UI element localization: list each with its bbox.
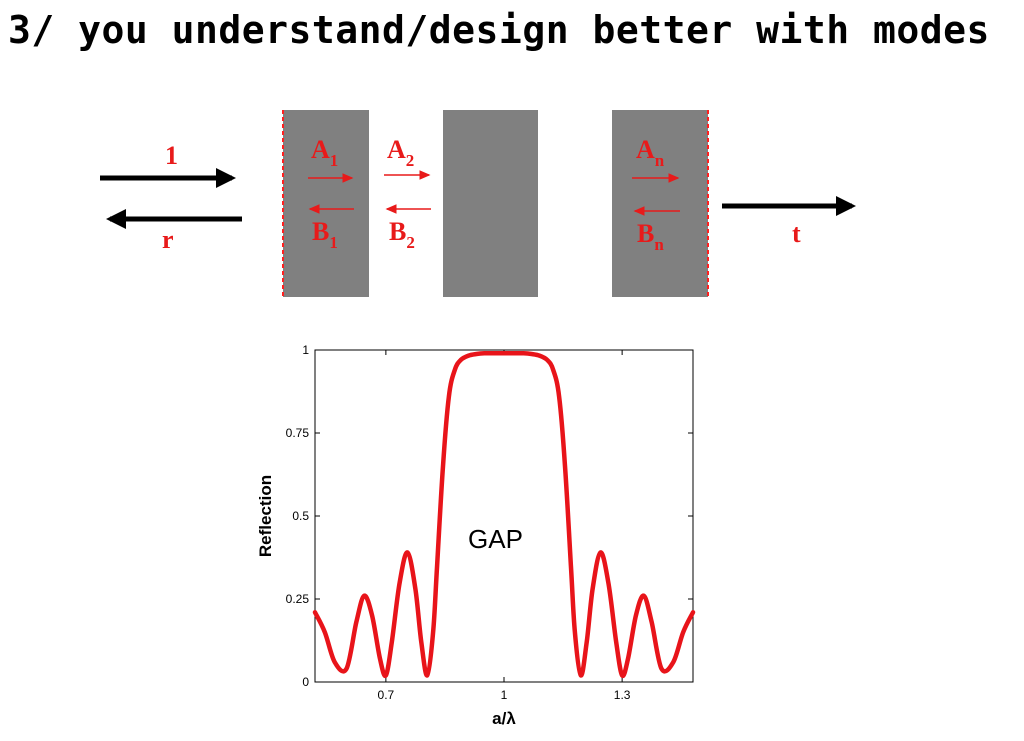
y-tick-label: 0.75 [286, 426, 310, 440]
reflection-curve [312, 351, 696, 679]
mode-b1-label: B1 [312, 217, 338, 252]
reflected-label: r [162, 225, 174, 254]
gap-annotation: GAP [468, 524, 523, 554]
slab-2 [443, 110, 538, 297]
plot-frame [314, 349, 694, 683]
mode-a2-label: A2 [387, 135, 414, 170]
y-tick-label: 0 [302, 675, 309, 689]
transmitted-label: t [792, 219, 801, 248]
reflection-chart: 0 0.25 0.5 0.75 1 0.7 1 1.3 GAP Reflection a/λ [256, 343, 696, 728]
y-tick-label: 0.5 [292, 509, 309, 523]
mode-bn-label: Bn [637, 219, 664, 254]
y-tick-label: 0.25 [286, 592, 310, 606]
x-tick-label: 1 [501, 688, 508, 702]
mode-diagram: 1 r t A1 B1 A2 B2 An Bn [100, 110, 856, 297]
x-axis-label: a/λ [492, 709, 516, 728]
slab-n [612, 110, 708, 297]
mode-b2-label: B2 [389, 217, 415, 252]
mode-a1-label: A1 [311, 135, 338, 170]
x-tick-label: 0.7 [378, 688, 395, 702]
slab-1 [283, 110, 369, 297]
incident-label: 1 [165, 141, 178, 170]
x-tick-label: 1.3 [614, 688, 631, 702]
mode-an-label: An [636, 135, 665, 170]
slide-title: 3/ you understand/design better with mod… [8, 8, 990, 52]
y-axis-label: Reflection [256, 475, 275, 557]
y-tick-label: 1 [302, 343, 309, 357]
